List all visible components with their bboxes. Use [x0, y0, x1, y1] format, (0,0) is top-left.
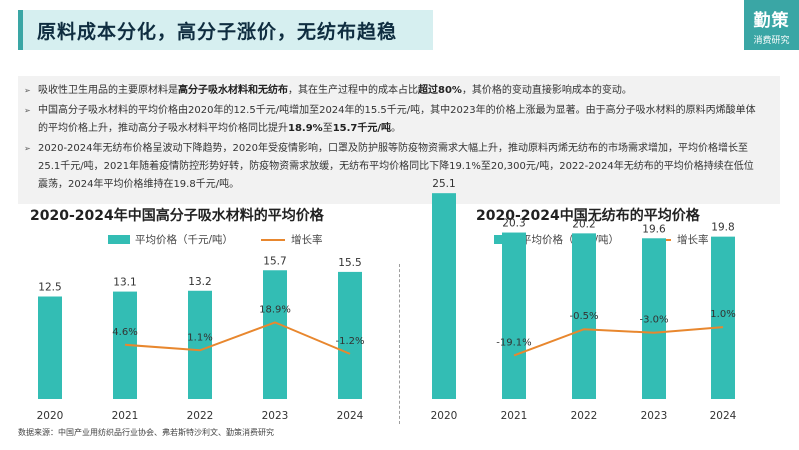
chart-bar: [38, 296, 62, 399]
title-bar: 原料成本分化，高分子涨价，无纺布趋稳: [18, 10, 433, 50]
chart-bar: [432, 193, 456, 399]
legend-line-swatch: [261, 238, 286, 241]
bar-value-label: 13.2: [188, 276, 211, 288]
chart-bar: [188, 290, 212, 399]
page-title: 原料成本分化，高分子涨价，无纺布趋稳: [37, 20, 398, 43]
title-accent-bar: [18, 10, 23, 50]
chart-title-nonwoven: 2020-2024中国无纺布的平均价格: [476, 208, 700, 224]
arrow-bullet-icon: ➢: [24, 86, 31, 95]
x-tick-label: 2021: [112, 410, 139, 422]
logo-text-sub: 消费研究: [753, 36, 790, 46]
bar-value-label: 20.3: [502, 218, 525, 230]
legend-bar-swatch: [108, 235, 130, 244]
summary-bullet-1: ➢ 吸收性卫生用品的主要原材料是高分子吸水材料和无纺布，其在生产过程中的成本占比…: [24, 82, 756, 100]
chart-bar: [338, 271, 362, 399]
summary-box: ➢ 吸收性卫生用品的主要原材料是高分子吸水材料和无纺布，其在生产过程中的成本占比…: [18, 76, 780, 204]
growth-rate-label: 1.0%: [710, 309, 735, 320]
bar-value-label: 20.2: [572, 218, 595, 230]
x-tick-label: 2022: [571, 410, 598, 422]
chart-divider: [399, 264, 401, 424]
bar-value-label: 19.6: [642, 223, 666, 235]
growth-rate-label: -1.2%: [335, 336, 364, 347]
legend-sap: 平均价格（千元/吨） 增长率: [108, 232, 323, 247]
chart-title-sap: 2020-2024年中国高分子吸水材料的平均价格: [30, 208, 324, 224]
x-tick-label: 2021: [501, 410, 528, 422]
growth-rate-label: -19.1%: [496, 337, 531, 348]
growth-rate-label: 18.9%: [259, 304, 291, 315]
x-tick-label: 2020: [431, 410, 458, 422]
summary-bullet-2: ➢ 中国高分子吸水材料的平均价格由2020年的12.5千元/吨增加至2024年的…: [24, 102, 756, 138]
bar-value-label: 13.1: [113, 277, 136, 289]
bar-value-label: 19.8: [711, 222, 734, 234]
bar-value-label: 15.5: [338, 257, 361, 269]
x-tick-label: 2022: [187, 410, 214, 422]
logo-text-main: 勤策: [753, 11, 790, 31]
growth-rate-label: -3.0%: [639, 315, 668, 326]
arrow-bullet-icon: ➢: [24, 144, 31, 153]
source-note: 数据来源：中国产业用纺织品行业协会、弗若斯特沙利文、勤策消费研究: [18, 428, 274, 437]
bullet-text: 中国高分子吸水材料的平均价格由2020年的12.5千元/吨增加至2024年的15…: [38, 105, 756, 134]
bar-value-label: 15.7: [263, 255, 286, 267]
chart-bar: [572, 233, 596, 399]
x-tick-label: 2023: [262, 410, 289, 422]
summary-bullet-3: ➢ 2020-2024年无纺布价格呈波动下降趋势，2020年受疫情影响，口罩及防…: [24, 140, 756, 194]
bar-value-label: 25.1: [432, 178, 455, 190]
bar-value-label: 12.5: [38, 282, 61, 294]
chart-bar: [263, 270, 287, 399]
brand-logo: 勤策 消费研究: [744, 0, 799, 50]
legend-bar-label: 平均价格（千元/吨）: [135, 234, 234, 246]
chart-bar: [642, 238, 666, 399]
x-tick-label: 2020: [37, 410, 64, 422]
growth-rate-line: [513, 326, 724, 357]
growth-rate-label: -0.5%: [569, 311, 598, 322]
bullet-text: 2020-2024年无纺布价格呈波动下降趋势，2020年受疫情影响，口罩及防护服…: [38, 143, 754, 190]
x-tick-label: 2024: [710, 410, 737, 422]
legend-line-label: 增长率: [677, 234, 709, 246]
bullet-text: 吸收性卫生用品的主要原材料是高分子吸水材料和无纺布，其在生产过程中的成本占比超过…: [38, 85, 632, 96]
chart-bar: [502, 232, 526, 399]
growth-rate-label: 4.6%: [112, 327, 137, 338]
growth-rate-line: [124, 321, 351, 355]
x-tick-label: 2023: [641, 410, 668, 422]
x-tick-label: 2024: [337, 410, 364, 422]
growth-rate-label: 1.1%: [187, 332, 212, 343]
legend-line-label: 增长率: [291, 234, 323, 246]
chart-bar: [711, 236, 735, 399]
arrow-bullet-icon: ➢: [24, 106, 31, 115]
